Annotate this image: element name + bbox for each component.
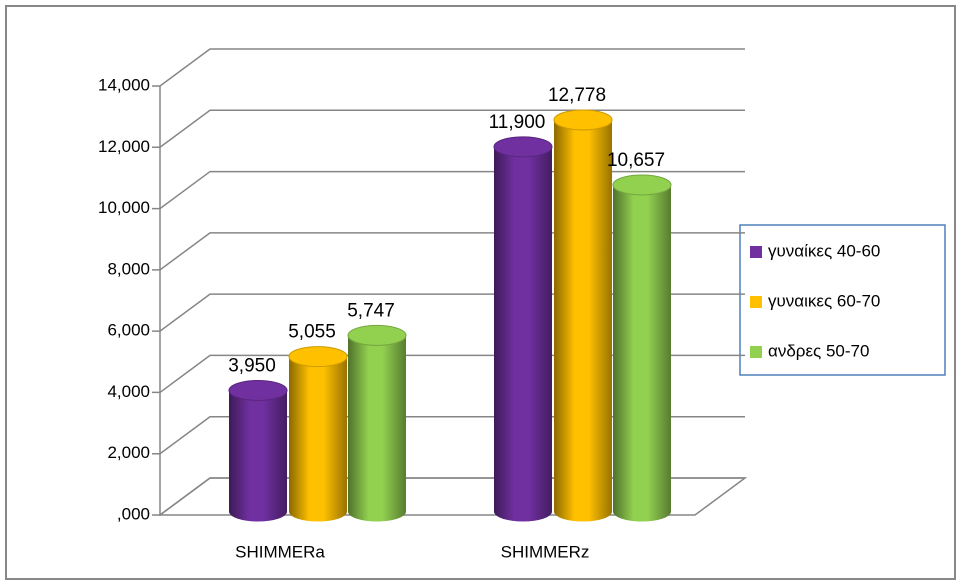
legend-label: γυναίκες 40-60 (768, 241, 880, 260)
y-tick-label: 8,000 (107, 259, 150, 278)
y-tick-label: 2,000 (107, 443, 150, 462)
legend-swatch (750, 246, 762, 258)
x-tick-label: SHIMMERz (501, 542, 590, 561)
y-tick-label: 6,000 (107, 321, 150, 340)
grid-line (152, 109, 745, 149)
grid-line (152, 293, 745, 332)
data-label: 3,950 (228, 355, 276, 376)
legend-label: γυναικες 60-70 (768, 291, 880, 310)
grid-line (152, 415, 745, 455)
y-tick-label: ,000 (117, 504, 150, 523)
bar (613, 184, 671, 512)
bar-top (228, 379, 288, 401)
grid-line (152, 48, 745, 87)
data-label: 5,747 (347, 300, 395, 321)
bar (494, 146, 552, 512)
y-tick-label: 4,000 (107, 382, 150, 401)
y-tick-label: 12,000 (98, 137, 150, 156)
y-tick-label: 10,000 (98, 198, 150, 217)
bar (348, 335, 406, 512)
bar-top (612, 174, 672, 196)
data-label: 11,900 (489, 112, 546, 133)
grid-line (152, 477, 745, 516)
bar-top (347, 324, 407, 346)
bar (289, 356, 347, 512)
bar (554, 119, 612, 512)
y-tick-label: 14,000 (98, 75, 150, 94)
grid-line (152, 170, 745, 210)
bar-top (288, 346, 348, 368)
data-label: 5,055 (288, 322, 336, 343)
legend-box (739, 224, 946, 376)
data-label: 10,657 (607, 150, 665, 171)
bar-top (553, 109, 613, 131)
x-tick-label: SHIMMERa (235, 542, 325, 561)
legend-swatch (750, 346, 762, 358)
bar (229, 390, 287, 512)
data-label: 12,778 (548, 85, 606, 106)
legend-swatch (750, 296, 762, 308)
grid-line (152, 354, 745, 394)
bar-top (493, 136, 553, 158)
grid-line (152, 232, 745, 271)
legend-label: ανδρες 50-70 (768, 341, 869, 360)
